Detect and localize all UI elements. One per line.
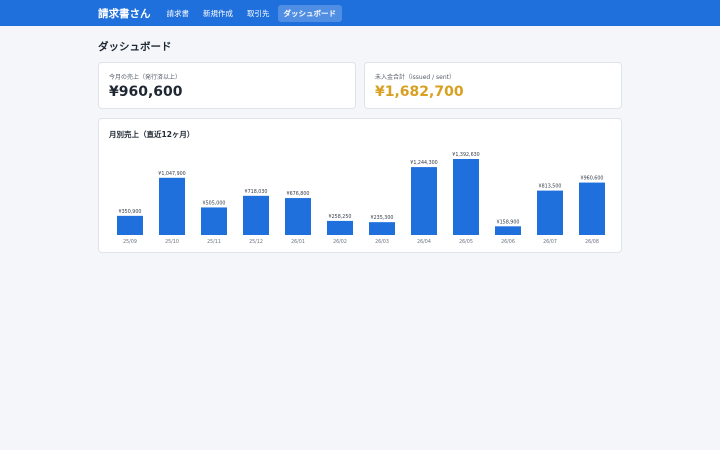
bar-value-label: ¥158,900 bbox=[497, 219, 520, 225]
x-tick-label: 26/06 bbox=[501, 239, 515, 245]
monthly-sales-chart: ¥350,900 25/09 ¥1,047,900 25/10 ¥505,000 25/1… bbox=[117, 152, 605, 245]
bar-value-label: ¥960,600 bbox=[581, 176, 604, 182]
monthly-sales-label: 今月の売上（発行済以上） bbox=[109, 74, 182, 81]
bar-value-label: ¥676,800 bbox=[287, 191, 310, 197]
x-tick-label: 26/08 bbox=[585, 239, 599, 245]
x-tick-label: 26/01 bbox=[291, 239, 305, 245]
bar-26-02 bbox=[327, 220, 353, 235]
x-tick-label: 26/04 bbox=[417, 239, 431, 245]
nav-item-new[interactable]: 新規作成 bbox=[203, 8, 233, 18]
bar-value-label: ¥235,300 bbox=[371, 215, 394, 221]
bar-value-label: ¥1,047,900 bbox=[158, 171, 185, 177]
bar-25-12 bbox=[243, 195, 269, 235]
bar-25-11 bbox=[201, 207, 227, 235]
unpaid-total-label: 未入金合計（issued / sent） bbox=[375, 74, 456, 81]
nav-item-clients[interactable]: 取引先 bbox=[247, 8, 270, 18]
chart-title: 月別売上（直近12ヶ月） bbox=[109, 130, 195, 139]
bar-value-label: ¥1,244,300 bbox=[410, 160, 437, 166]
x-tick-label: 26/05 bbox=[459, 239, 473, 245]
bar-26-06 bbox=[495, 226, 521, 235]
bar-value-label: ¥350,900 bbox=[119, 209, 142, 215]
x-tick-label: 25/09 bbox=[123, 239, 137, 245]
unpaid-total-value: ¥1,682,700 bbox=[375, 84, 464, 100]
bar-26-01 bbox=[285, 198, 311, 235]
bar-26-07 bbox=[537, 190, 563, 235]
x-tick-label: 26/02 bbox=[333, 239, 347, 245]
nav-item-invoices[interactable]: 請求書 bbox=[166, 8, 190, 18]
x-tick-label: 26/07 bbox=[543, 239, 557, 245]
bar-26-04 bbox=[411, 167, 437, 235]
bar-26-08 bbox=[579, 182, 605, 235]
bar-value-label: ¥258,250 bbox=[329, 214, 352, 220]
page-title: ダッシュボード bbox=[98, 41, 172, 53]
x-tick-label: 25/10 bbox=[165, 239, 179, 245]
top-navbar: 請求書さん 請求書 新規作成 取引先 ダッシュボード bbox=[0, 0, 720, 26]
bar-value-label: ¥505,000 bbox=[203, 200, 226, 206]
bar-25-10 bbox=[159, 177, 185, 235]
monthly-sales-value: ¥960,600 bbox=[109, 84, 183, 100]
bar-value-label: ¥1,392,630 bbox=[452, 152, 479, 158]
main-nav: 請求書 新規作成 取引先 ダッシュボード bbox=[161, 4, 342, 22]
unpaid-total-card: 未入金合計（issued / sent） ¥1,682,700 bbox=[364, 62, 622, 109]
bar-25-09 bbox=[117, 215, 143, 235]
bar-value-label: ¥718,030 bbox=[245, 189, 268, 195]
x-tick-label: 25/11 bbox=[207, 239, 221, 245]
bar-26-05 bbox=[453, 159, 479, 235]
x-tick-label: 26/03 bbox=[375, 239, 389, 245]
app-brand[interactable]: 請求書さん bbox=[98, 7, 151, 20]
monthly-sales-card: 今月の売上（発行済以上） ¥960,600 bbox=[98, 62, 356, 109]
monthly-sales-chart-card: 月別売上（直近12ヶ月） ¥350,900 25/09 ¥1,047,900 25/1… bbox=[98, 118, 622, 253]
bar-26-03 bbox=[369, 222, 395, 235]
nav-item-dashboard[interactable]: ダッシュボード bbox=[277, 4, 342, 22]
bar-value-label: ¥813,500 bbox=[539, 184, 562, 190]
x-tick-label: 25/12 bbox=[249, 239, 263, 245]
